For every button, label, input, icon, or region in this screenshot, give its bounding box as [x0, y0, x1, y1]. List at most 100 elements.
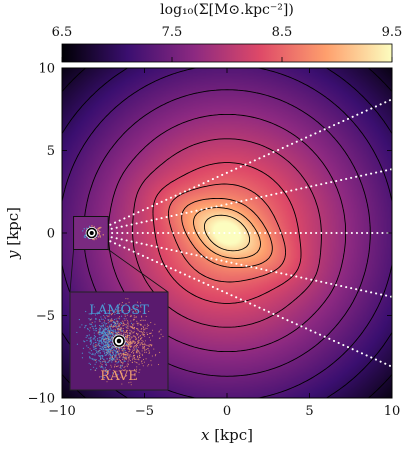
survey-star	[83, 236, 86, 238]
inset-star	[132, 332, 134, 334]
inset-star	[127, 353, 129, 355]
inset-star	[95, 330, 97, 332]
inset-star	[101, 361, 103, 363]
inset-star	[111, 324, 113, 326]
inset-star	[141, 350, 143, 352]
inset-star	[98, 328, 100, 331]
inset-star	[102, 350, 104, 352]
inset-star	[110, 355, 112, 357]
inset-star	[110, 343, 113, 345]
inset-star	[122, 310, 124, 312]
inset-star	[110, 336, 113, 338]
inset-star	[94, 325, 96, 328]
inset-star	[114, 374, 116, 376]
survey-star	[95, 238, 97, 240]
inset-star	[110, 366, 112, 368]
inset-star	[127, 355, 129, 357]
inset-star	[133, 328, 135, 330]
colorbar-tick-label: 7.5	[162, 25, 183, 40]
inset-star	[105, 347, 107, 349]
inset-star	[86, 335, 88, 337]
inset-star	[108, 348, 110, 350]
inset-star	[128, 350, 131, 352]
inset-star	[113, 318, 116, 321]
inset-star	[123, 351, 125, 353]
inset-star	[149, 339, 152, 341]
inset-star	[109, 313, 111, 315]
inset-star	[135, 361, 137, 363]
inset-star	[105, 371, 108, 374]
inset-star	[130, 330, 132, 332]
inset-star	[139, 344, 142, 346]
inset-star	[121, 358, 123, 360]
inset-star	[145, 348, 147, 350]
inset-star	[137, 340, 139, 343]
inset-star	[115, 326, 117, 328]
inset-star	[118, 316, 121, 318]
inset-star	[117, 352, 119, 354]
inset-star	[111, 345, 113, 347]
inset-star	[99, 360, 101, 363]
inset-star	[131, 361, 134, 363]
inset-star	[108, 351, 110, 353]
inset-star	[92, 344, 94, 346]
inset-star	[120, 361, 122, 364]
inset-star	[91, 322, 93, 324]
inset-star	[135, 350, 137, 352]
inset-star	[141, 315, 143, 317]
inset-star	[114, 324, 116, 326]
inset-star	[133, 308, 135, 310]
inset-star	[135, 338, 138, 340]
inset-star	[107, 332, 109, 334]
inset-star	[134, 310, 136, 312]
inset-star	[160, 329, 162, 331]
inset-star	[118, 354, 120, 356]
inset-star	[120, 315, 123, 317]
inset-star	[93, 348, 95, 350]
inset-star	[76, 331, 78, 334]
inset-star	[114, 313, 116, 315]
inset-star	[134, 378, 136, 380]
inset-star	[104, 317, 107, 319]
inset-star	[125, 357, 127, 359]
inset-star	[144, 350, 146, 352]
inset-star	[116, 323, 118, 325]
inset-star	[144, 319, 146, 321]
inset-star	[138, 322, 140, 324]
inset-star	[132, 351, 134, 353]
inset-star	[138, 371, 140, 373]
inset-star	[87, 328, 89, 330]
inset-star	[137, 346, 139, 348]
inset-star	[104, 349, 106, 351]
inset-star	[132, 352, 134, 354]
inset-star	[117, 313, 119, 315]
inset-star	[103, 352, 106, 355]
inset-star	[119, 303, 121, 305]
inset-star	[123, 370, 126, 372]
inset-star	[108, 321, 110, 323]
inset-star	[114, 359, 116, 361]
inset-star	[136, 328, 138, 330]
inset-star	[111, 378, 113, 381]
inset-star	[104, 339, 106, 341]
inset-star	[148, 344, 150, 346]
inset-star	[88, 351, 90, 353]
y-tick-label: −5	[36, 309, 55, 324]
inset-star	[151, 344, 153, 346]
inset-star	[158, 330, 160, 332]
inset-star	[137, 350, 139, 352]
inset-star	[139, 323, 141, 325]
survey-star	[99, 227, 101, 229]
survey-star	[82, 230, 84, 232]
inset-star	[109, 335, 111, 337]
inset-star	[118, 378, 120, 380]
inset-star	[98, 360, 100, 362]
inset-star	[104, 354, 106, 357]
inset-star	[122, 353, 124, 355]
inset-star	[98, 324, 101, 327]
inset-star	[136, 348, 138, 350]
inset-star	[142, 365, 144, 367]
inset-star	[88, 330, 91, 332]
inset-star	[121, 383, 123, 385]
colorbar-title: log₁₀(Σ[M⊙.kpc⁻²])	[160, 2, 294, 18]
